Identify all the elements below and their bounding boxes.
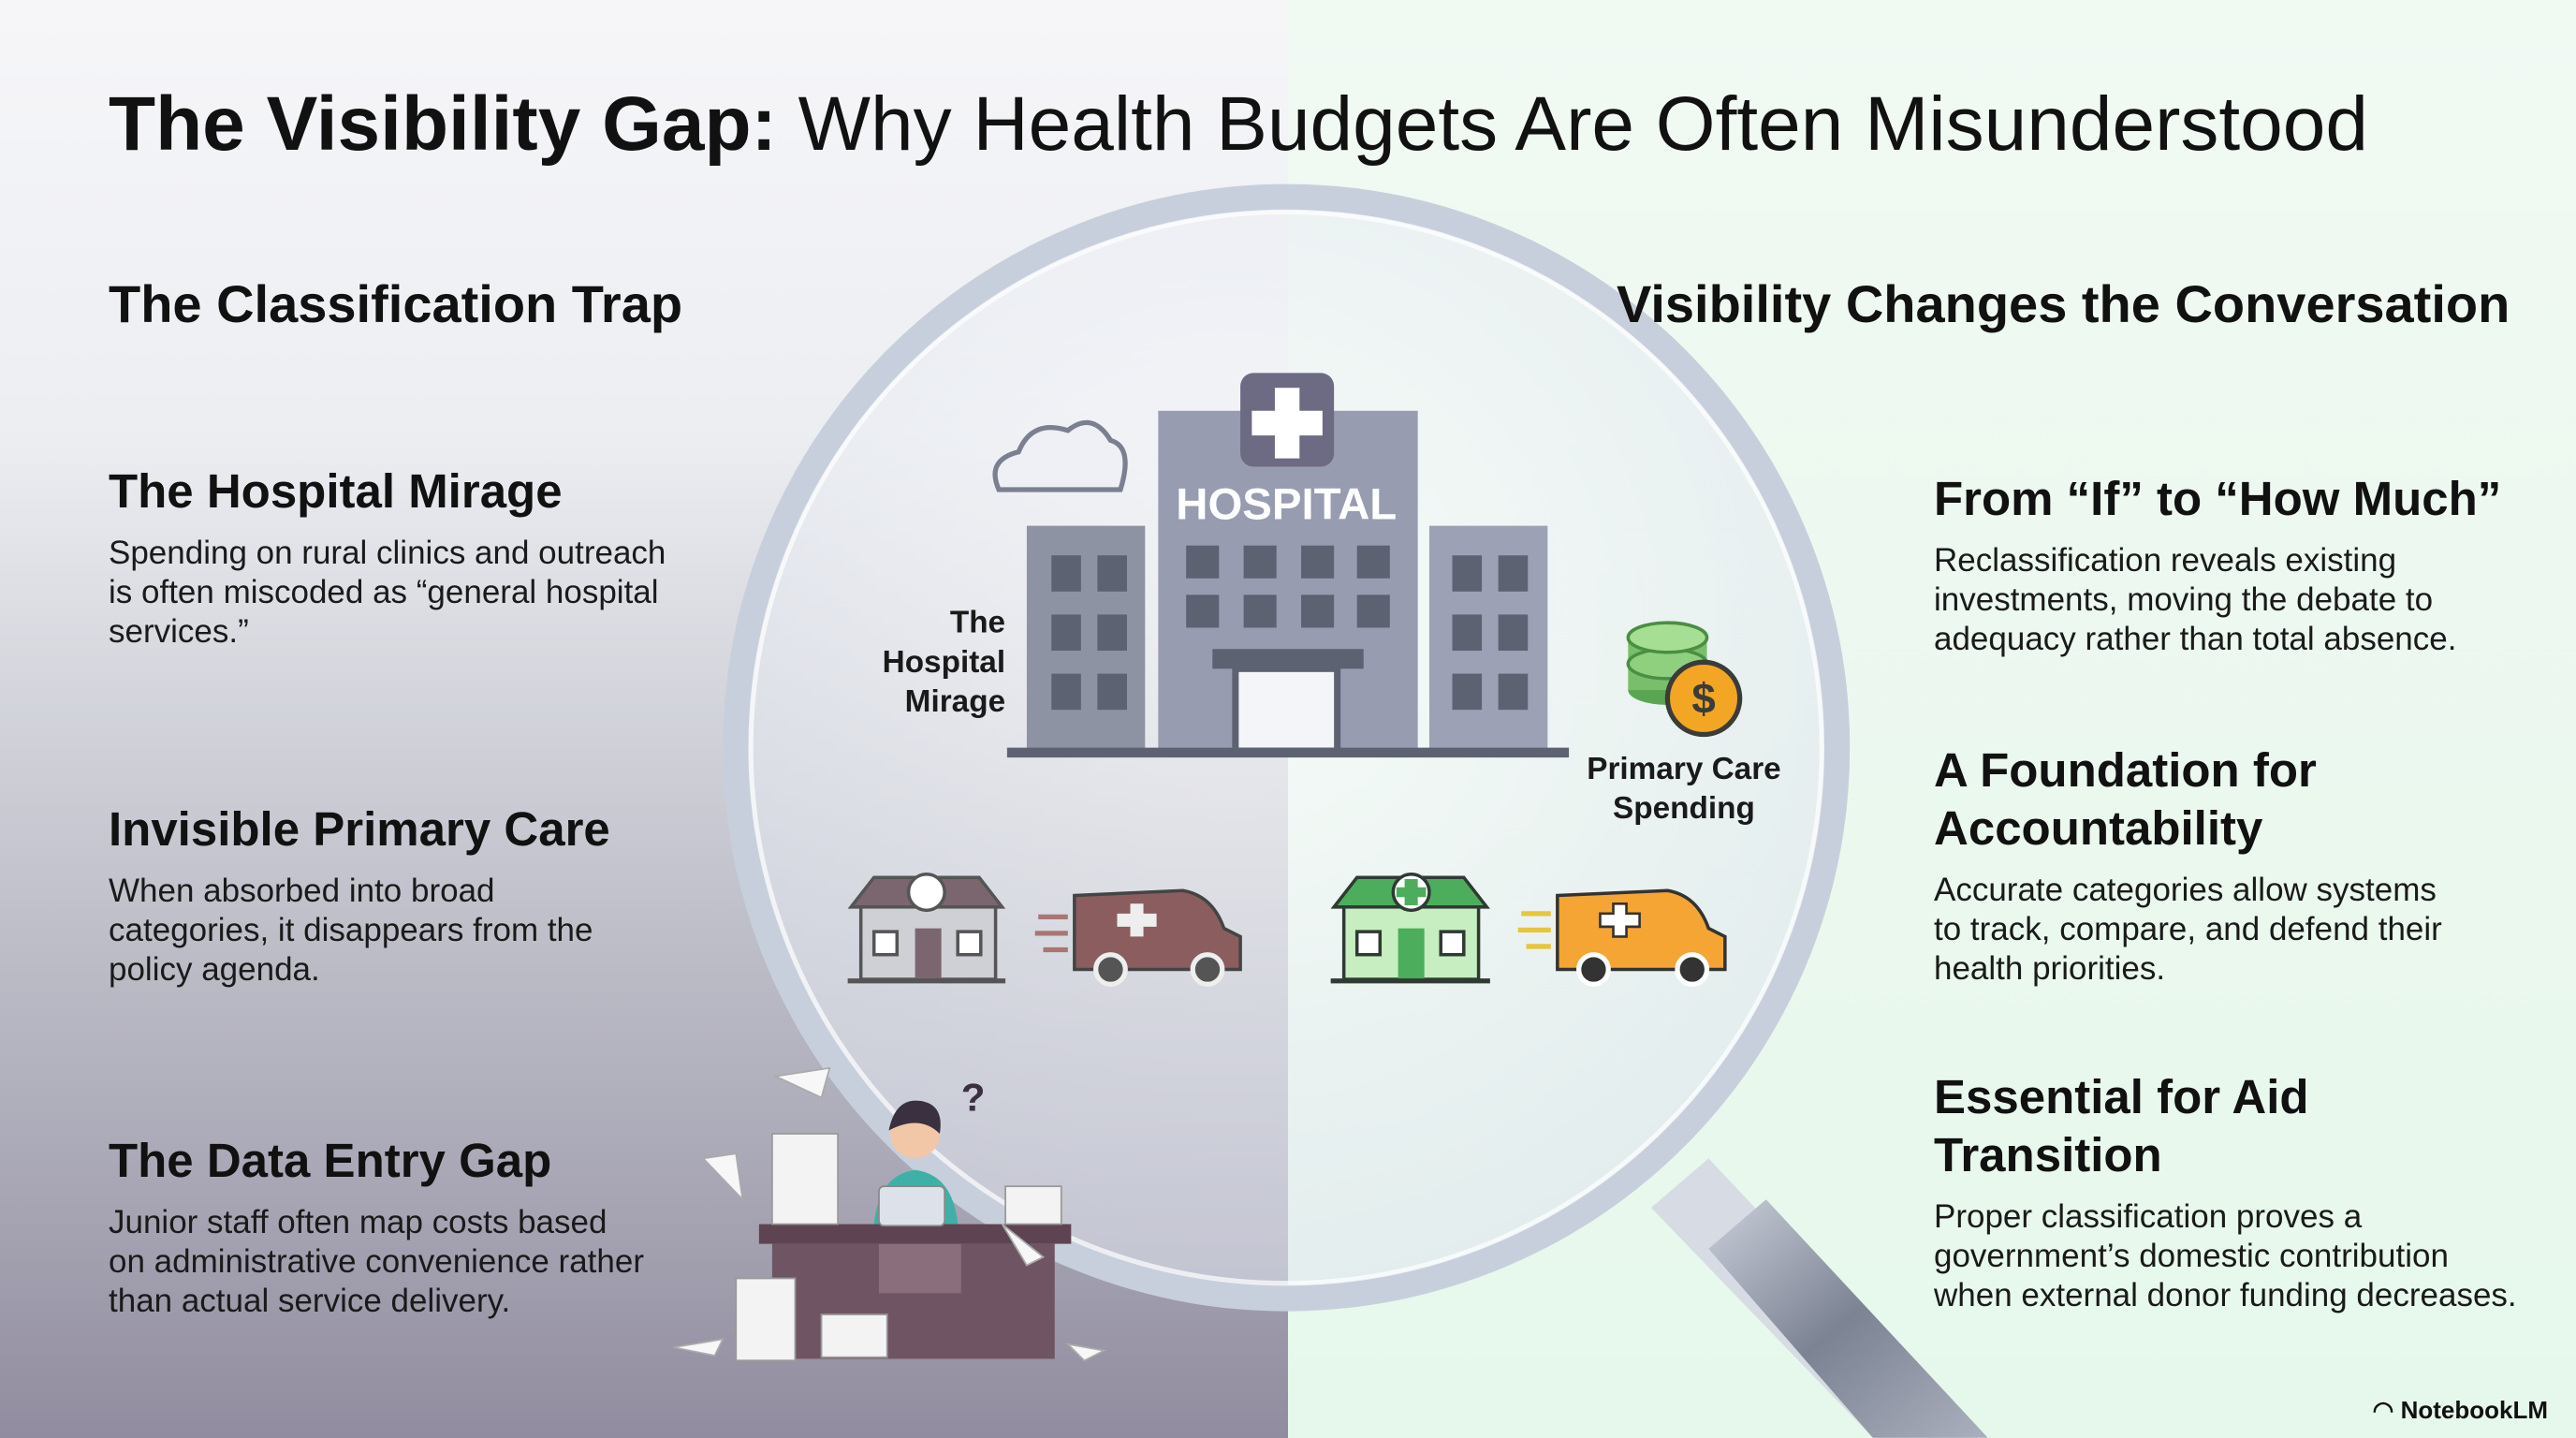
item-body-line: Junior staff often map costs based — [109, 1204, 607, 1240]
svg-text:$: $ — [1691, 675, 1715, 723]
item-title: Invisible Primary Care — [109, 800, 610, 858]
item-body: Reclassification reveals existing investm… — [1934, 541, 2501, 659]
item-title-line: A Foundation for — [1934, 743, 2317, 797]
item-body: Proper classification proves a government… — [1934, 1197, 2517, 1315]
van-orange — [1517, 888, 1727, 987]
item-body-line: policy agenda. — [109, 951, 320, 988]
canopy — [1212, 649, 1364, 669]
mirage-label-line: Hospital — [883, 645, 1005, 680]
item-title: A Foundation for Accountability — [1934, 741, 2442, 858]
desk-scene: ? — [673, 1066, 1107, 1362]
item-body-line: When absorbed into broad — [109, 873, 495, 909]
mirage-label-line: Mirage — [905, 684, 1005, 719]
section-heading: The Classification Trap — [109, 274, 683, 333]
item-body-line: services.” — [109, 613, 249, 650]
item-body-line: to track, compare, and defend their — [1934, 911, 2442, 947]
title-lead: The Visibility Gap: — [109, 81, 777, 167]
item-title: The Hospital Mirage — [109, 462, 666, 521]
clinic-gray — [847, 872, 1006, 984]
coins: $ — [1626, 621, 1743, 738]
info-item: The Hospital Mirage Spending on rural cli… — [109, 462, 666, 652]
spending-label: Primary Care Spending — [1587, 752, 1781, 826]
item-title: Essential for Aid Transition — [1934, 1068, 2517, 1184]
lens-rim — [748, 209, 1825, 1286]
title-rest: Why Health Budgets Are Often Misundersto… — [798, 81, 2368, 167]
item-body-line: Accurate categories allow systems — [1934, 872, 2437, 908]
item-title-line: Essential for Aid — [1934, 1070, 2309, 1123]
spending-label-line: Primary Care — [1587, 752, 1781, 786]
door — [1232, 665, 1341, 755]
item-title: The Data Entry Gap — [109, 1132, 644, 1190]
item-body: Junior staff often map costs based on adm… — [109, 1203, 644, 1321]
item-body-line: categories, it disappears from the — [109, 912, 593, 948]
item-title-line: From “If” to “How Much” — [1934, 472, 2502, 525]
info-item: A Foundation for Accountability Accurate c… — [1934, 741, 2442, 989]
item-title-line: The Data Entry Gap — [109, 1134, 552, 1187]
item-body-line: Spending on rural clinics and outreach — [109, 535, 666, 571]
brand: ◠ NotebookLM — [2372, 1396, 2548, 1424]
item-body-line: Proper classification proves a — [1934, 1198, 2363, 1235]
item-title-line: Transition — [1934, 1128, 2162, 1181]
cloud — [992, 419, 1128, 492]
info-item: Invisible Primary Care When absorbed into… — [109, 800, 610, 990]
item-body-line: investments, moving the debate to — [1934, 581, 2434, 618]
item-body: Accurate categories allow systems to trac… — [1934, 871, 2442, 989]
item-body-line: adequacy rather than total absence. — [1934, 621, 2457, 657]
svg-text:?: ? — [961, 1075, 986, 1119]
item-body: When absorbed into broad categories, it d… — [109, 872, 610, 990]
clinic-green — [1330, 872, 1490, 984]
item-title-line: Accountability — [1934, 801, 2263, 855]
item-body: Spending on rural clinics and outreach is… — [109, 534, 666, 652]
windows — [1051, 545, 1529, 711]
brand-text: NotebookLM — [2400, 1396, 2548, 1424]
item-title-line: Invisible Primary Care — [109, 802, 610, 856]
hospital-left-wing — [1026, 525, 1146, 756]
spending-label-line: Spending — [1613, 791, 1755, 826]
item-body-line: on administrative convenience rather — [109, 1243, 644, 1280]
van-brown — [1034, 888, 1242, 987]
section-heading: Visibility Changes the Conversation — [1617, 274, 2510, 333]
hospital-right-wing — [1428, 525, 1548, 756]
item-title-line: The Hospital Mirage — [109, 464, 563, 518]
item-body-line: when external donor funding decreases. — [1934, 1277, 2517, 1313]
title: The Visibility Gap: Why Health Budgets A… — [109, 81, 2368, 169]
item-title: From “If” to “How Much” — [1934, 470, 2501, 528]
handle — [1708, 1199, 1988, 1438]
sign-cross — [1251, 388, 1323, 459]
item-body-line: than actual service delivery. — [109, 1283, 511, 1319]
info-item: The Data Entry Gap Junior staff often map… — [109, 1132, 644, 1321]
mirage-label: The Hospital Mirage — [883, 606, 1005, 719]
mirage-label-line: The — [950, 606, 1005, 640]
item-body-line: health priorities. — [1934, 950, 2166, 987]
item-body-line: Reclassification reveals existing — [1934, 542, 2397, 579]
hospital-sign: HOSPITAL — [1176, 480, 1397, 530]
info-item: From “If” to “How Much” Reclassification … — [1934, 470, 2501, 659]
info-item: Essential for Aid Transition Proper classi… — [1934, 1068, 2517, 1315]
item-body-line: government’s domestic contribution — [1934, 1238, 2449, 1274]
item-body-line: is often miscoded as “general hospital — [109, 574, 659, 610]
